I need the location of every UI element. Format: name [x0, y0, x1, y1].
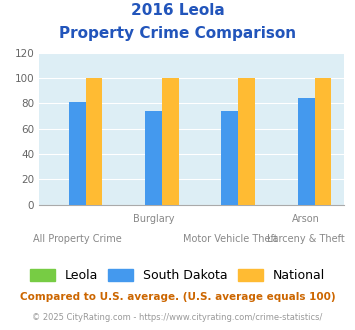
Legend: Leola, South Dakota, National: Leola, South Dakota, National [25, 264, 330, 287]
Bar [238, 78, 255, 205]
Text: 2016 Leola: 2016 Leola [131, 3, 224, 18]
Bar [298, 98, 315, 205]
Text: Compared to U.S. average. (U.S. average equals 100): Compared to U.S. average. (U.S. average … [20, 292, 335, 302]
Text: All Property Crime: All Property Crime [33, 234, 121, 244]
Bar [86, 78, 102, 205]
Bar [315, 78, 331, 205]
Text: © 2025 CityRating.com - https://www.cityrating.com/crime-statistics/: © 2025 CityRating.com - https://www.city… [32, 314, 323, 322]
Bar [69, 102, 86, 205]
Text: Burglary: Burglary [133, 214, 174, 224]
Text: Larceny & Theft: Larceny & Theft [267, 234, 345, 244]
Text: Property Crime Comparison: Property Crime Comparison [59, 26, 296, 41]
Bar [145, 111, 162, 205]
Bar [222, 111, 238, 205]
Text: Arson: Arson [292, 214, 320, 224]
Bar [162, 78, 179, 205]
Text: Motor Vehicle Theft: Motor Vehicle Theft [182, 234, 277, 244]
